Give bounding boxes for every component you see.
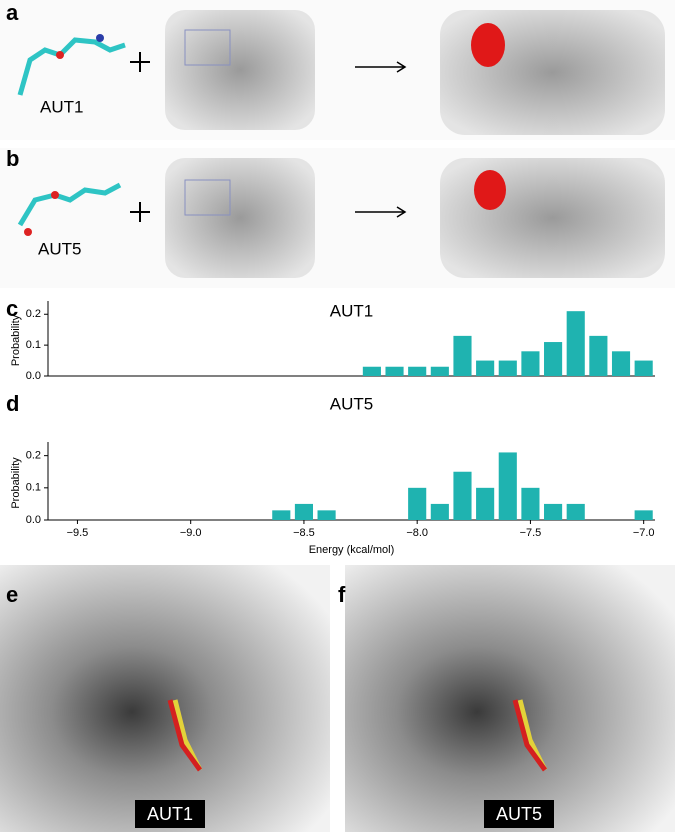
y-tick-label: 0.0 (26, 370, 41, 382)
bar (362, 366, 381, 376)
bar (544, 503, 563, 520)
atom (24, 228, 32, 236)
protein (440, 10, 665, 135)
x-tick-label: −8.5 (293, 527, 315, 539)
grid-box (184, 179, 231, 216)
scheme-label: AUT1 (40, 97, 83, 116)
label-box (135, 800, 205, 828)
bar (453, 471, 472, 520)
label-box (484, 800, 554, 828)
protein (440, 158, 665, 278)
bar (611, 351, 631, 376)
y-tick-label: 0.1 (26, 339, 41, 351)
bar (498, 452, 517, 520)
bar (634, 510, 653, 520)
panel-label: a (6, 0, 19, 25)
x-tick-label: −8.0 (406, 527, 428, 539)
ligand (471, 23, 505, 67)
chart-title: AUT1 (330, 301, 373, 320)
plus (130, 52, 150, 72)
surface (0, 565, 330, 832)
bar (476, 360, 495, 376)
y-tick-label: 0.0 (26, 514, 41, 526)
protein (165, 158, 315, 278)
bar (408, 487, 427, 520)
scheme-b (0, 148, 675, 288)
protein (165, 10, 315, 130)
chart-title: AUT5 (330, 394, 373, 413)
bar (589, 335, 608, 376)
surface-f (345, 565, 675, 832)
surface-label: AUT1 (147, 804, 193, 824)
panel-label: c (6, 296, 18, 321)
scheme-label: AUT5 (38, 239, 81, 258)
surface-e (0, 565, 330, 832)
molecule (17, 182, 122, 227)
x-tick-label: −7.0 (633, 527, 655, 539)
bar (634, 360, 653, 376)
bar (294, 503, 313, 520)
surface-label: AUT5 (496, 804, 542, 824)
panel-label: e (6, 582, 18, 607)
bar (272, 510, 291, 520)
bar (430, 503, 449, 520)
bar (408, 366, 427, 376)
pose (512, 699, 548, 772)
panel-label: d (6, 391, 19, 416)
pose (167, 699, 203, 772)
y-axis-label: Probability (10, 314, 22, 366)
bar (566, 503, 585, 520)
y-tick-label: 0.2 (26, 308, 41, 320)
grid-box (184, 29, 231, 66)
y-axis-label: Probability (10, 457, 22, 509)
panel-label: b (6, 146, 19, 171)
molecule (17, 37, 126, 96)
bar (566, 311, 585, 376)
bar (544, 342, 563, 376)
bar (521, 487, 540, 520)
bar (385, 366, 404, 376)
arrow (355, 61, 407, 73)
atom (51, 191, 59, 199)
y-tick-label: 0.1 (26, 482, 41, 494)
atom (96, 34, 104, 42)
ligand (474, 170, 506, 210)
panel-label: f (338, 582, 346, 607)
bar (317, 510, 336, 520)
plus (130, 202, 150, 222)
surface (345, 565, 675, 832)
bar (430, 366, 449, 376)
x-tick-label: −9.5 (67, 527, 89, 539)
bar (498, 360, 517, 376)
bar (521, 351, 540, 376)
arrow (355, 206, 407, 218)
bar (476, 487, 495, 520)
scheme-a (0, 0, 675, 140)
atom (56, 51, 64, 59)
y-tick-label: 0.2 (26, 450, 41, 462)
x-tick-label: −7.5 (520, 527, 542, 539)
bar (453, 335, 472, 376)
x-axis-label: Energy (kcal/mol) (309, 544, 395, 556)
x-tick-label: −9.0 (180, 527, 202, 539)
